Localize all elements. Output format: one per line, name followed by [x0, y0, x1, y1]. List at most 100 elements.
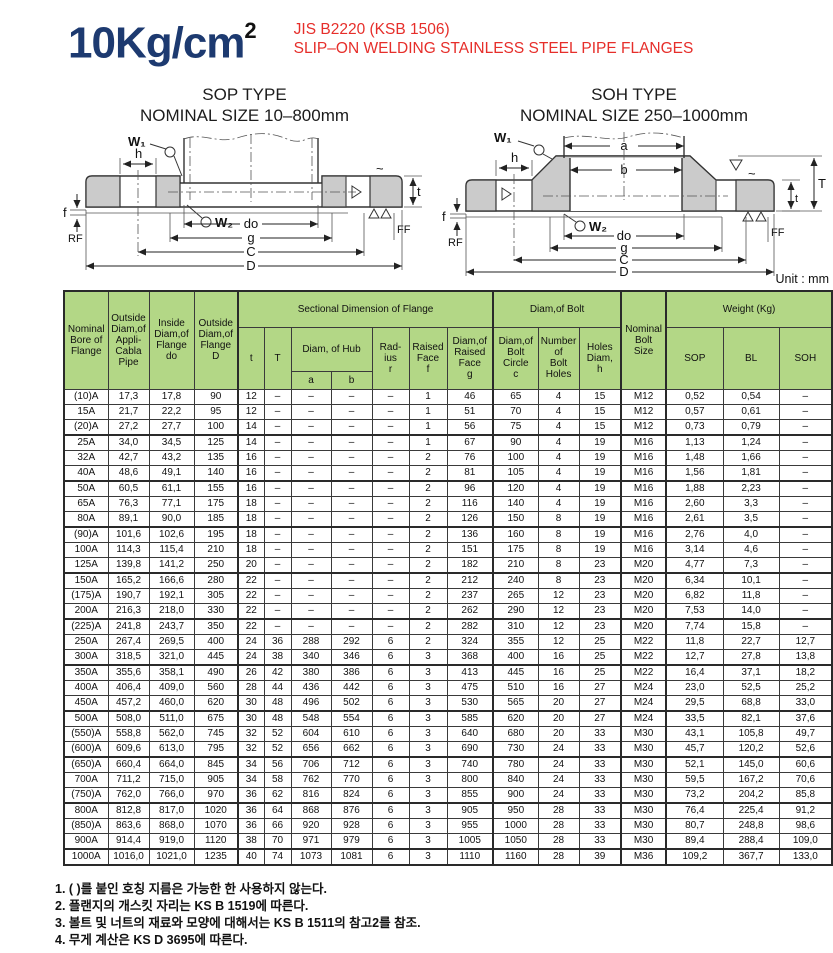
col-header-holes-diam: Holes Diam, h [578, 326, 622, 390]
cell-flange_od: 125 [193, 434, 239, 451]
cell-raised_face_f: 2 [408, 480, 448, 497]
cell-radius_r: 6 [371, 848, 410, 865]
cell-bolt_circle_c: 400 [492, 648, 539, 666]
cell-pipe_od: 216,3 [107, 602, 150, 620]
cell-weight_bl: 367,7 [722, 848, 780, 865]
cell-weight_sop: 7,74 [665, 618, 724, 635]
cell-radius_r: 6 [371, 740, 410, 758]
cell-weight_sop: 1,48 [665, 449, 724, 466]
cell-hole_diam_h: 19 [578, 449, 622, 466]
cell-hub_a: 920 [290, 817, 332, 834]
col-header-sop: SOP [665, 326, 724, 390]
cell-bolt_size: M20 [620, 572, 667, 589]
col-header-bolt-circle: Diam,of Bolt Circle c [492, 326, 539, 390]
cell-pipe_od: 762,0 [107, 786, 150, 804]
cell-hub_a: – [290, 572, 332, 589]
cell-bolt_holes: 8 [537, 510, 580, 528]
cell-weight_sop: 2,61 [665, 510, 724, 528]
cell-t: 18 [237, 495, 265, 512]
cell-hole_diam_h: 27 [578, 710, 622, 727]
cell-weight_bl: 2,23 [722, 480, 780, 497]
cell-bolt_circle_c: 160 [492, 526, 539, 543]
cell-hub_b: 824 [330, 786, 373, 804]
col-header-nominal-bore: Nominal Bore of Flange [63, 290, 109, 390]
table-row: (10)A 17,3 17,8 90 12– – – –1 46 65 4 15 M12 0,52 0,54… [63, 388, 833, 405]
cell-hub_b: 979 [330, 832, 373, 850]
cell-T: 74 [263, 848, 292, 865]
soh-w2-label: W₂ [589, 219, 607, 234]
cell-flange_id: 243,7 [148, 618, 195, 635]
cell-hub_b: 502 [330, 694, 373, 712]
cell-weight_soh: – [778, 618, 833, 635]
cell-weight_sop: 2,76 [665, 526, 724, 543]
cell-weight_bl: 11,8 [722, 587, 780, 604]
cell-hub_a: – [290, 526, 332, 543]
cell-bolt_circle_c: 780 [492, 756, 539, 773]
col-header-flange-id: Inside Diam,of Flange do [148, 290, 195, 390]
table-row: 200A 216,3 218,0 330 22– – – –2 262 290 12 23 M20 7,5… [63, 602, 833, 620]
cell-bolt_holes: 8 [537, 572, 580, 589]
cell-weight_soh: 109,0 [778, 832, 833, 850]
page-subtitle: SLIP–ON WELDING STAINLESS STEEL PIPE FLA… [293, 40, 694, 57]
cell-raised_face_f: 1 [408, 418, 448, 436]
cell-raised_face_f: 3 [408, 771, 448, 788]
cell-t: 34 [237, 756, 265, 773]
cell-raised_face_g: 282 [446, 618, 494, 635]
cell-hub_a: – [290, 618, 332, 635]
cell-weight_sop: 29,5 [665, 694, 724, 712]
sop-f-label: f [63, 205, 67, 220]
cell-radius_r: 6 [371, 679, 410, 696]
cell-flange_id: 269,5 [148, 633, 195, 650]
cell-hole_diam_h: 33 [578, 817, 622, 834]
group-header-hub: Diam, of Hub [290, 326, 373, 372]
cell-t: 22 [237, 602, 265, 620]
cell-raised_face_g: 1005 [446, 832, 494, 850]
group-header-bolt: Diam,of Bolt [492, 290, 622, 328]
cell-bolt_size: M30 [620, 771, 667, 788]
cell-weight_bl: 4,0 [722, 526, 780, 543]
cell-bolt_size: M16 [620, 480, 667, 497]
cell-hole_diam_h: 33 [578, 832, 622, 850]
cell-hub_a: – [290, 464, 332, 482]
cell-raised_face_g: 46 [446, 388, 494, 405]
cell-t: 12 [237, 388, 265, 405]
cell-flange_id: 17,8 [148, 388, 195, 405]
cell-flange_od: 445 [193, 648, 239, 666]
cell-bolt_holes: 12 [537, 633, 580, 650]
cell-hub_b: 442 [330, 679, 373, 696]
cell-T: 48 [263, 710, 292, 727]
cell-pipe_od: 660,4 [107, 756, 150, 773]
pressure-exponent: 2 [244, 18, 256, 43]
cell-T: 36 [263, 633, 292, 650]
cell-weight_sop: 52,1 [665, 756, 724, 773]
cell-hub_b: 292 [330, 633, 373, 650]
footnote-1: 1. ( )를 붙인 호칭 지름은 가능한 한 사용하지 않는다. [55, 882, 327, 896]
cell-raised_face_g: 955 [446, 817, 494, 834]
cell-t: 14 [237, 434, 265, 451]
cell-weight_soh: 12,7 [778, 633, 833, 650]
cell-nominal_bore: 15A [63, 403, 109, 420]
cell-pipe_od: 165,2 [107, 572, 150, 589]
table-row: (550)A 558,8 562,0 745 32 52 604 610 6 3 640 680 20 3… [63, 725, 833, 742]
cell-weight_soh: – [778, 480, 833, 497]
cell-hole_diam_h: 19 [578, 464, 622, 482]
soh-a-label: a [620, 138, 628, 153]
cell-pipe_od: 190,7 [107, 587, 150, 604]
cell-flange_od: 100 [193, 418, 239, 436]
col-header-soh: SOH [778, 326, 833, 390]
cell-raised_face_g: 585 [446, 710, 494, 727]
cell-flange_id: 321,0 [148, 648, 195, 666]
cell-pipe_od: 914,4 [107, 832, 150, 850]
cell-raised_face_g: 116 [446, 495, 494, 512]
cell-bolt_holes: 12 [537, 587, 580, 604]
table-row: 150A 165,2 166,6 280 22– – – –2 212 240 8 23 M20 6,34… [63, 572, 833, 589]
cell-hub_b: – [330, 587, 373, 604]
cell-T: – [263, 403, 292, 420]
cell-nominal_bore: 50A [63, 480, 109, 497]
cell-weight_soh: 98,6 [778, 817, 833, 834]
cell-bolt_circle_c: 950 [492, 802, 539, 819]
cell-radius_r: – [371, 587, 410, 604]
cell-pipe_od: 812,8 [107, 802, 150, 819]
cell-flange_id: 919,0 [148, 832, 195, 850]
cell-raised_face_g: 56 [446, 418, 494, 436]
